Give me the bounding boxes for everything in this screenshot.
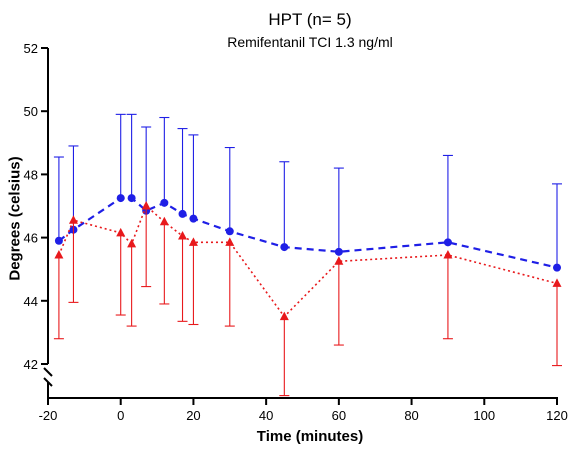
triangle-series-point bbox=[334, 256, 344, 265]
circle-series-point bbox=[334, 247, 343, 256]
triangle-series-point bbox=[188, 237, 198, 246]
triangle-series-point bbox=[279, 311, 289, 321]
triangle-series-point bbox=[159, 216, 169, 226]
x-tick-label: 20 bbox=[186, 408, 200, 423]
circle-series-point bbox=[127, 194, 136, 203]
triangle-series-point bbox=[116, 227, 126, 237]
x-tick-label: 120 bbox=[546, 408, 568, 423]
circle-series-point bbox=[443, 238, 452, 247]
chart-title: HPT (n= 5) bbox=[268, 10, 352, 29]
y-tick-label: 46 bbox=[24, 231, 38, 246]
triangle-series-point bbox=[54, 249, 64, 259]
x-tick-label: 40 bbox=[259, 408, 273, 423]
x-axis-label: Time (minutes) bbox=[256, 428, 364, 445]
circle-series-point bbox=[553, 263, 561, 272]
triangle-series-point bbox=[127, 238, 137, 248]
circle-series-point bbox=[160, 198, 169, 207]
circle-series-point bbox=[116, 194, 125, 203]
y-tick-label: 42 bbox=[24, 357, 38, 372]
circle-series-point bbox=[280, 243, 289, 252]
y-tick-label: 52 bbox=[24, 41, 38, 56]
triangle-series-point bbox=[225, 237, 235, 246]
y-tick-label: 44 bbox=[24, 294, 38, 309]
circle-series-line bbox=[58, 197, 558, 269]
triangle-series-line bbox=[58, 204, 558, 318]
triangle-series-point bbox=[178, 231, 188, 240]
y-tick-label: 48 bbox=[24, 167, 38, 182]
y-axis-break-mark bbox=[43, 367, 53, 377]
circle-series-point bbox=[54, 236, 63, 245]
triangle-series-point bbox=[443, 249, 453, 259]
circle-series-point bbox=[189, 214, 198, 223]
circle-series-point bbox=[178, 209, 187, 218]
x-tick-label: 100 bbox=[473, 408, 495, 423]
triangle-series-point bbox=[141, 201, 151, 210]
circle-series-point bbox=[225, 227, 234, 236]
chart-subtitle: Remifentanil TCI 1.3 ng/ml bbox=[227, 34, 393, 50]
x-tick-label: 80 bbox=[404, 408, 418, 423]
triangle-series-point bbox=[552, 278, 562, 287]
triangle-series-point bbox=[68, 215, 78, 224]
x-tick-label: 0 bbox=[117, 408, 124, 423]
y-tick-label: 50 bbox=[24, 104, 38, 119]
x-tick-label: -20 bbox=[39, 408, 58, 423]
x-tick-label: 60 bbox=[332, 408, 346, 423]
